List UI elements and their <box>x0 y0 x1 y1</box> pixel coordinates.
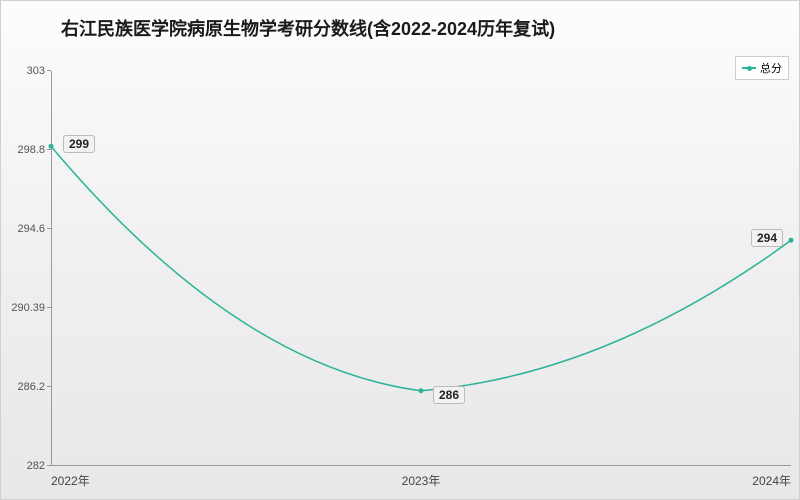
y-tick-label: 286.2 <box>17 381 45 393</box>
y-tick-label: 282 <box>27 460 45 472</box>
y-tick-mark <box>47 228 51 229</box>
data-marker <box>49 144 54 149</box>
y-tick-mark <box>47 149 51 150</box>
data-label: 299 <box>63 135 95 153</box>
y-tick-mark <box>47 307 51 308</box>
y-tick-label: 294.6 <box>17 223 45 235</box>
y-tick-label: 298.8 <box>17 144 45 156</box>
y-tick-mark <box>47 465 51 466</box>
x-tick-label: 2023年 <box>402 472 441 489</box>
series-markers <box>49 144 794 394</box>
series-line <box>51 71 351 221</box>
data-marker <box>419 388 424 393</box>
data-label: 286 <box>433 386 465 404</box>
x-tick-label: 2024年 <box>752 472 791 489</box>
y-tick-mark <box>47 70 51 71</box>
series-path <box>51 146 791 391</box>
x-axis <box>51 465 791 466</box>
chart-title: 右江民族医学院病原生物学考研分数线(含2022-2024历年复试) <box>61 15 555 41</box>
x-tick-label: 2022年 <box>51 472 90 489</box>
y-tick-label: 290.39 <box>11 302 45 314</box>
y-tick-label: 303 <box>27 65 45 77</box>
chart-container: 右江民族医学院病原生物学考研分数线(含2022-2024历年复试) 总分 282… <box>0 0 800 500</box>
plot-area: 282286.2290.39294.6298.83032022年2023年202… <box>51 71 791 466</box>
data-label: 294 <box>751 229 783 247</box>
legend-marker <box>742 67 756 69</box>
y-tick-mark <box>47 386 51 387</box>
data-marker <box>789 238 794 243</box>
